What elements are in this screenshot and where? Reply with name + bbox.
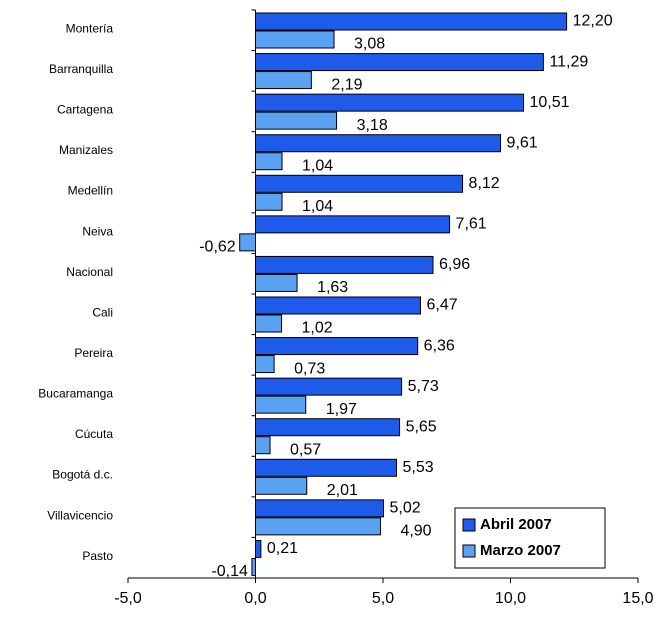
- value-label: 6,36: [424, 337, 455, 354]
- bar: [255, 93, 525, 112]
- category-label: Cartagena: [57, 103, 113, 117]
- category-label: Cúcuta: [75, 427, 113, 441]
- bar: [255, 539, 262, 558]
- value-label: 5,53: [403, 459, 434, 476]
- bar: [255, 192, 283, 211]
- bar: [255, 134, 502, 153]
- bar: [239, 233, 257, 252]
- bar: [255, 436, 271, 455]
- bar: [255, 111, 338, 130]
- x-tick-label: 10,0: [495, 590, 526, 607]
- category-label: Bogotá d.c.: [52, 468, 113, 482]
- x-tick-label: 5,0: [372, 590, 394, 607]
- category-label: Neiva: [82, 224, 113, 238]
- category-label: Bucaramanga: [38, 387, 113, 401]
- value-label: 1,04: [302, 157, 333, 174]
- category-label: Villavicencio: [47, 508, 113, 522]
- bar: [255, 476, 308, 495]
- category-label: Barranquilla: [49, 62, 113, 76]
- bar: [255, 273, 298, 292]
- bar: [255, 30, 335, 49]
- bar: [255, 71, 312, 90]
- value-label: 10,51: [530, 94, 570, 111]
- legend-box: [454, 507, 606, 569]
- value-label: 1,02: [302, 320, 333, 337]
- bar: [255, 458, 398, 477]
- legend-swatch: [462, 518, 476, 532]
- bar: [255, 215, 451, 234]
- value-label: 6,96: [439, 256, 470, 273]
- value-label: 5,73: [408, 378, 439, 395]
- legend-swatch: [462, 544, 476, 558]
- x-tick-label: -5,0: [114, 590, 142, 607]
- category-label: Cali: [92, 305, 113, 319]
- value-label: 12,20: [573, 13, 613, 30]
- bar: [255, 314, 283, 333]
- bar: [255, 255, 434, 274]
- value-label: 0,57: [290, 441, 321, 458]
- value-label: 5,65: [406, 418, 437, 435]
- value-label: 2,19: [331, 76, 362, 93]
- category-label: Medellín: [68, 184, 113, 198]
- value-label: 2,01: [327, 482, 358, 499]
- x-tick-label: 0,0: [244, 590, 266, 607]
- category-label: Pereira: [74, 346, 113, 360]
- value-label: 0,73: [294, 360, 325, 377]
- bar: [255, 517, 381, 536]
- bar: [251, 557, 256, 576]
- category-label: Pasto: [82, 549, 113, 563]
- bar: [255, 152, 283, 171]
- category-label: Manizales: [59, 143, 113, 157]
- bar: [255, 355, 275, 374]
- bar: [255, 337, 419, 356]
- value-label: 7,61: [456, 216, 487, 233]
- value-label: -0,14: [211, 563, 248, 580]
- value-label: 0,21: [267, 540, 298, 557]
- bar: [255, 53, 544, 72]
- value-label: 3,18: [357, 117, 388, 134]
- bar: [255, 499, 385, 518]
- value-label: 6,47: [426, 297, 457, 314]
- value-label: 4,90: [400, 523, 431, 540]
- category-label: Nacional: [66, 265, 113, 279]
- value-label: 1,97: [326, 401, 357, 418]
- legend-label: Abril 2007: [480, 516, 552, 533]
- value-label: 1,63: [317, 279, 348, 296]
- value-label: 3,08: [354, 36, 385, 53]
- value-label: 8,12: [469, 175, 500, 192]
- bar: [255, 418, 401, 437]
- x-tick-label: 15,0: [622, 590, 653, 607]
- value-label: -0,62: [199, 239, 236, 256]
- value-label: 5,02: [390, 500, 421, 517]
- bar: [255, 395, 307, 414]
- bar: [255, 377, 403, 396]
- value-label: 1,04: [302, 198, 333, 215]
- value-label: 9,61: [507, 134, 538, 151]
- bar: [255, 296, 421, 315]
- category-label: Montería: [66, 21, 114, 35]
- legend-label: Marzo 2007: [480, 542, 561, 559]
- value-label: 11,29: [549, 53, 588, 70]
- bar: [255, 12, 568, 31]
- bar: [255, 174, 464, 193]
